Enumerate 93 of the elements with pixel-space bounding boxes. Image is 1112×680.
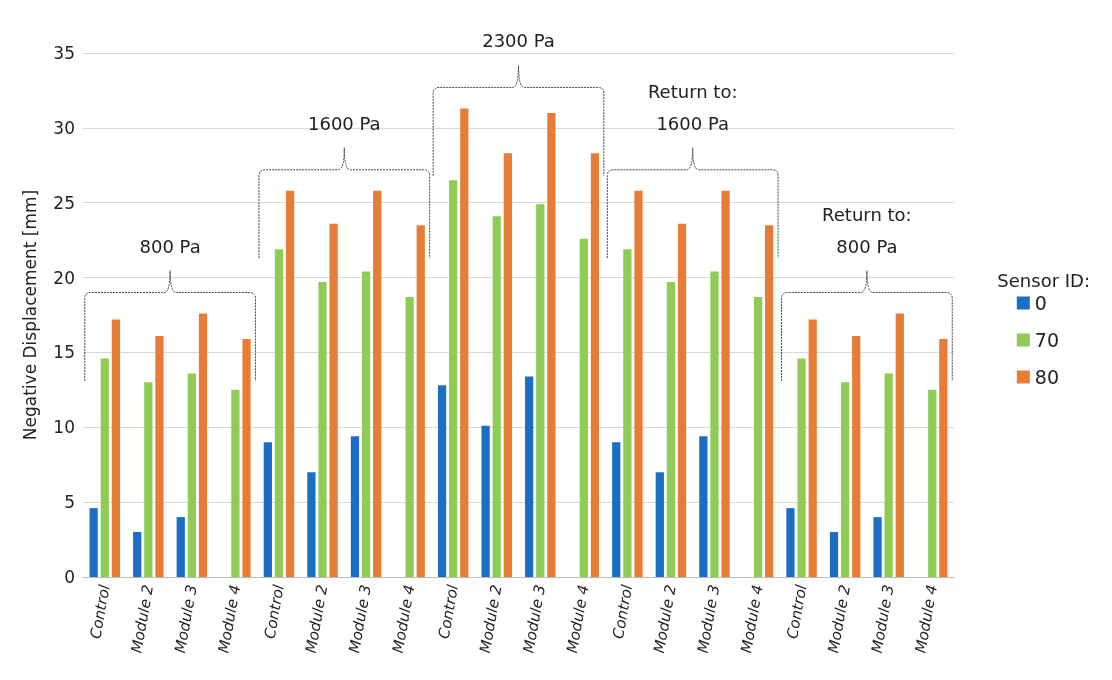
bar: [242, 338, 251, 577]
bar: [829, 532, 839, 577]
x-tick-label: Module 3: [345, 583, 375, 655]
bar: [449, 180, 458, 577]
bar: [111, 319, 121, 577]
bar: [808, 319, 817, 577]
x-tick-label: Module 3: [693, 583, 724, 655]
x-tick-label: Module 4: [737, 583, 767, 655]
bar: [666, 282, 676, 577]
y-tick-label: 15: [53, 342, 75, 363]
bar: [187, 373, 196, 577]
x-tick-label: Module 2: [127, 583, 158, 655]
bar: [416, 225, 425, 577]
bar: [100, 358, 109, 577]
x-tick-label: Module 3: [867, 583, 898, 655]
bar: [405, 297, 414, 577]
bar: [318, 282, 327, 577]
x-tick-label: Module 4: [214, 583, 245, 655]
bar: [786, 508, 795, 577]
bar: [89, 508, 98, 577]
y-tick-label: 25: [53, 192, 75, 213]
bar: [873, 517, 882, 577]
bar: [623, 249, 632, 577]
bar: [765, 225, 774, 577]
legend-label: 70: [1034, 329, 1060, 351]
bar: [939, 338, 948, 577]
bar: [677, 223, 687, 577]
bar: [350, 436, 360, 577]
annotation: Return to: 1600 Pa: [646, 79, 739, 136]
bar: [852, 335, 861, 577]
bar: [536, 204, 545, 577]
x-tick-label: Control: [783, 582, 811, 641]
y-tick-label: 5: [64, 492, 75, 513]
bar: [547, 112, 556, 577]
bar: [525, 376, 534, 577]
bar: [198, 313, 208, 577]
bar: [895, 313, 904, 577]
annotation: 800 Pa: [138, 234, 202, 259]
bar: [612, 442, 621, 577]
bar: [155, 335, 164, 577]
bar: [699, 436, 708, 577]
x-tick-label: Module 4: [388, 583, 419, 655]
legend-label: 0: [1034, 292, 1047, 314]
bar: [329, 223, 338, 577]
bar: [274, 249, 284, 577]
text: 2300 Pa: [481, 29, 556, 54]
x-tick-label: Module 4: [562, 583, 593, 655]
x-tick-label: Control: [609, 582, 637, 641]
y-tick-label: 0: [64, 567, 75, 587]
bar: [841, 382, 850, 577]
bar: [492, 216, 501, 577]
bar: [655, 472, 664, 577]
x-tick-label: Control: [260, 582, 288, 641]
bar: [503, 153, 512, 577]
y-tick-label: 20: [53, 267, 75, 288]
bar: [361, 271, 371, 577]
y-axis-title: Negative Displacement [mm]: [19, 189, 40, 441]
x-tick-label: Module 2: [475, 583, 506, 655]
bar: [460, 108, 469, 577]
bar: [481, 425, 490, 577]
annotation: 1600 Pa: [307, 111, 382, 136]
bar: [721, 190, 730, 577]
x-tick-label: Module 2: [301, 583, 332, 655]
bar: [133, 532, 142, 577]
bar: [579, 238, 588, 577]
x-tick-label: Control: [86, 582, 114, 641]
bar: [373, 190, 382, 577]
y-tick-label: 30: [53, 117, 75, 138]
bar: [263, 442, 272, 577]
x-tick-label: Module 3: [171, 583, 201, 655]
x-tick-label: Module 3: [519, 583, 550, 655]
bar: [634, 190, 643, 577]
bar: [437, 385, 447, 577]
bar: [928, 389, 937, 577]
x-tick-label: Module 4: [911, 583, 942, 655]
bar: [797, 358, 806, 577]
bar: [710, 271, 719, 577]
bar: [144, 382, 153, 577]
y-tick-label: 35: [53, 43, 75, 63]
bar: [590, 153, 600, 577]
x-tick-label: Module 2: [650, 583, 680, 655]
x-tick-label: Control: [434, 582, 463, 641]
y-tick-label: 10: [53, 417, 75, 438]
bar: [307, 472, 316, 577]
bar: [231, 389, 240, 577]
legend-label: 80: [1034, 366, 1060, 388]
legend-title: Sensor ID:: [997, 270, 1090, 291]
x-tick-label: Module 2: [824, 583, 854, 655]
annotation: Return to: 800 Pa: [821, 202, 913, 259]
bar: [285, 190, 295, 577]
bar: [884, 373, 893, 577]
bar: [753, 297, 763, 577]
bar: [176, 517, 185, 577]
